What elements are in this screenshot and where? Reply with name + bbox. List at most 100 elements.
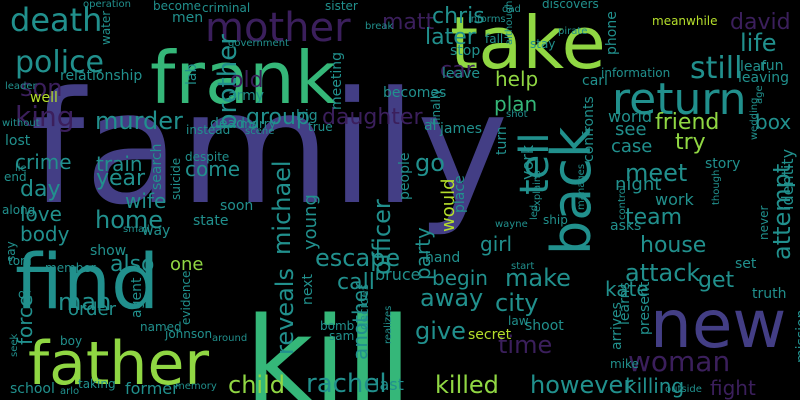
word-run: run: [760, 57, 784, 74]
word-see: see: [615, 118, 647, 140]
word-army: army: [228, 87, 265, 104]
word-suicide: suicide: [169, 157, 183, 200]
word-order: order: [68, 298, 116, 320]
word-child: child: [228, 370, 285, 399]
word-dad: dad: [502, 4, 521, 15]
word-along: along: [2, 203, 36, 218]
word-boy: boy: [60, 334, 83, 349]
word-one: one: [170, 253, 204, 275]
word-show: show: [90, 242, 127, 259]
word-fight: fight: [710, 376, 756, 400]
word-escape: escape: [315, 243, 401, 272]
word-decides: decides: [357, 283, 371, 330]
word-former: former: [125, 379, 179, 399]
word-bomb: bomb: [320, 319, 355, 334]
word-group: group: [246, 105, 310, 131]
word-discovers: discovers: [542, 0, 599, 12]
word-pirate: pirate: [558, 26, 588, 37]
word-dr: dr: [18, 287, 31, 302]
word-car: car: [440, 58, 475, 84]
word-woman: woman: [628, 344, 731, 378]
word-information: information: [601, 66, 671, 81]
word-later: later: [425, 25, 476, 51]
word-young: young: [300, 194, 321, 250]
word-although: although: [504, 0, 515, 45]
word-kill: kill: [245, 290, 412, 400]
word-manages: manages: [576, 163, 587, 210]
word-soon: soon: [220, 197, 254, 214]
word-reveals: reveals: [271, 268, 299, 355]
word-truth: truth: [752, 285, 787, 302]
word-lost: lost: [5, 132, 31, 149]
word-outside: outside: [665, 384, 702, 395]
word-marry: marry: [240, 117, 276, 132]
word-kate: kate: [605, 277, 649, 301]
word-house: house: [640, 233, 707, 259]
word-state: state: [193, 212, 229, 229]
word-government: government: [228, 38, 289, 49]
word-call: call: [337, 270, 375, 296]
word-identity: identity: [778, 148, 797, 210]
word-way: way: [142, 222, 171, 239]
word-without: without: [2, 118, 40, 129]
word-seek: seek: [9, 333, 20, 357]
word-criminal: criminal: [202, 1, 251, 16]
word-stay: stay: [530, 37, 556, 52]
word-team: team: [625, 205, 683, 231]
word-place: place: [452, 175, 468, 213]
word-time: time: [498, 330, 553, 359]
word-relationship: relationship: [60, 67, 143, 84]
word-life: life: [740, 28, 777, 57]
word-sister: sister: [325, 0, 358, 14]
word-get: get: [698, 268, 735, 294]
word-shoot: shoot: [525, 317, 564, 334]
word-instead: instead: [186, 123, 231, 138]
word-train: train: [96, 152, 143, 176]
word-try: try: [675, 130, 706, 156]
word-say: say: [4, 241, 18, 262]
word-city: city: [495, 288, 539, 317]
word-family: family: [30, 58, 509, 239]
word-leaving: leaving: [738, 69, 790, 86]
word-officer: officer: [368, 199, 396, 275]
word-present: present: [637, 281, 653, 335]
word-true: true: [308, 120, 333, 135]
word-carl: carl: [582, 72, 608, 89]
word-johnson: johnson: [165, 327, 213, 342]
word-memory: memory: [175, 381, 217, 392]
word-search: search: [149, 143, 165, 190]
word-men: men: [172, 9, 204, 26]
word-control: control: [617, 185, 628, 220]
word-al: al: [424, 117, 437, 134]
word-small: small: [123, 224, 150, 235]
word-home: home: [95, 205, 164, 234]
word-take: take: [450, 1, 606, 86]
word-end: end: [4, 170, 27, 185]
word-water: water: [99, 10, 113, 45]
word-murder: murder: [95, 106, 183, 135]
word-meanwhile: meanwhile: [652, 14, 718, 29]
word-go: go: [415, 148, 445, 177]
word-becomes: becomes: [383, 84, 447, 101]
word-arlo: arlo: [60, 386, 80, 397]
word-night: night: [615, 173, 662, 195]
word-well: well: [30, 89, 58, 106]
word-killed: killed: [435, 370, 499, 399]
word-make: make: [505, 263, 571, 292]
word-school: school: [10, 380, 55, 397]
word-attack: attack: [625, 258, 701, 287]
word-never: never: [757, 205, 771, 240]
word-wife: wife: [125, 189, 167, 213]
word-leader: leader: [5, 81, 37, 92]
word-case: case: [611, 135, 653, 157]
word-love: love: [20, 202, 62, 226]
word-stop: stop: [450, 42, 481, 59]
word-realizes: realizes: [383, 305, 394, 344]
word-also: also: [110, 252, 155, 278]
word-age: age: [754, 85, 765, 104]
word-operation: operation: [83, 0, 132, 10]
word-phone: phone: [604, 11, 620, 55]
word-become: become: [153, 0, 202, 14]
word-confronts: confronts: [581, 96, 597, 162]
